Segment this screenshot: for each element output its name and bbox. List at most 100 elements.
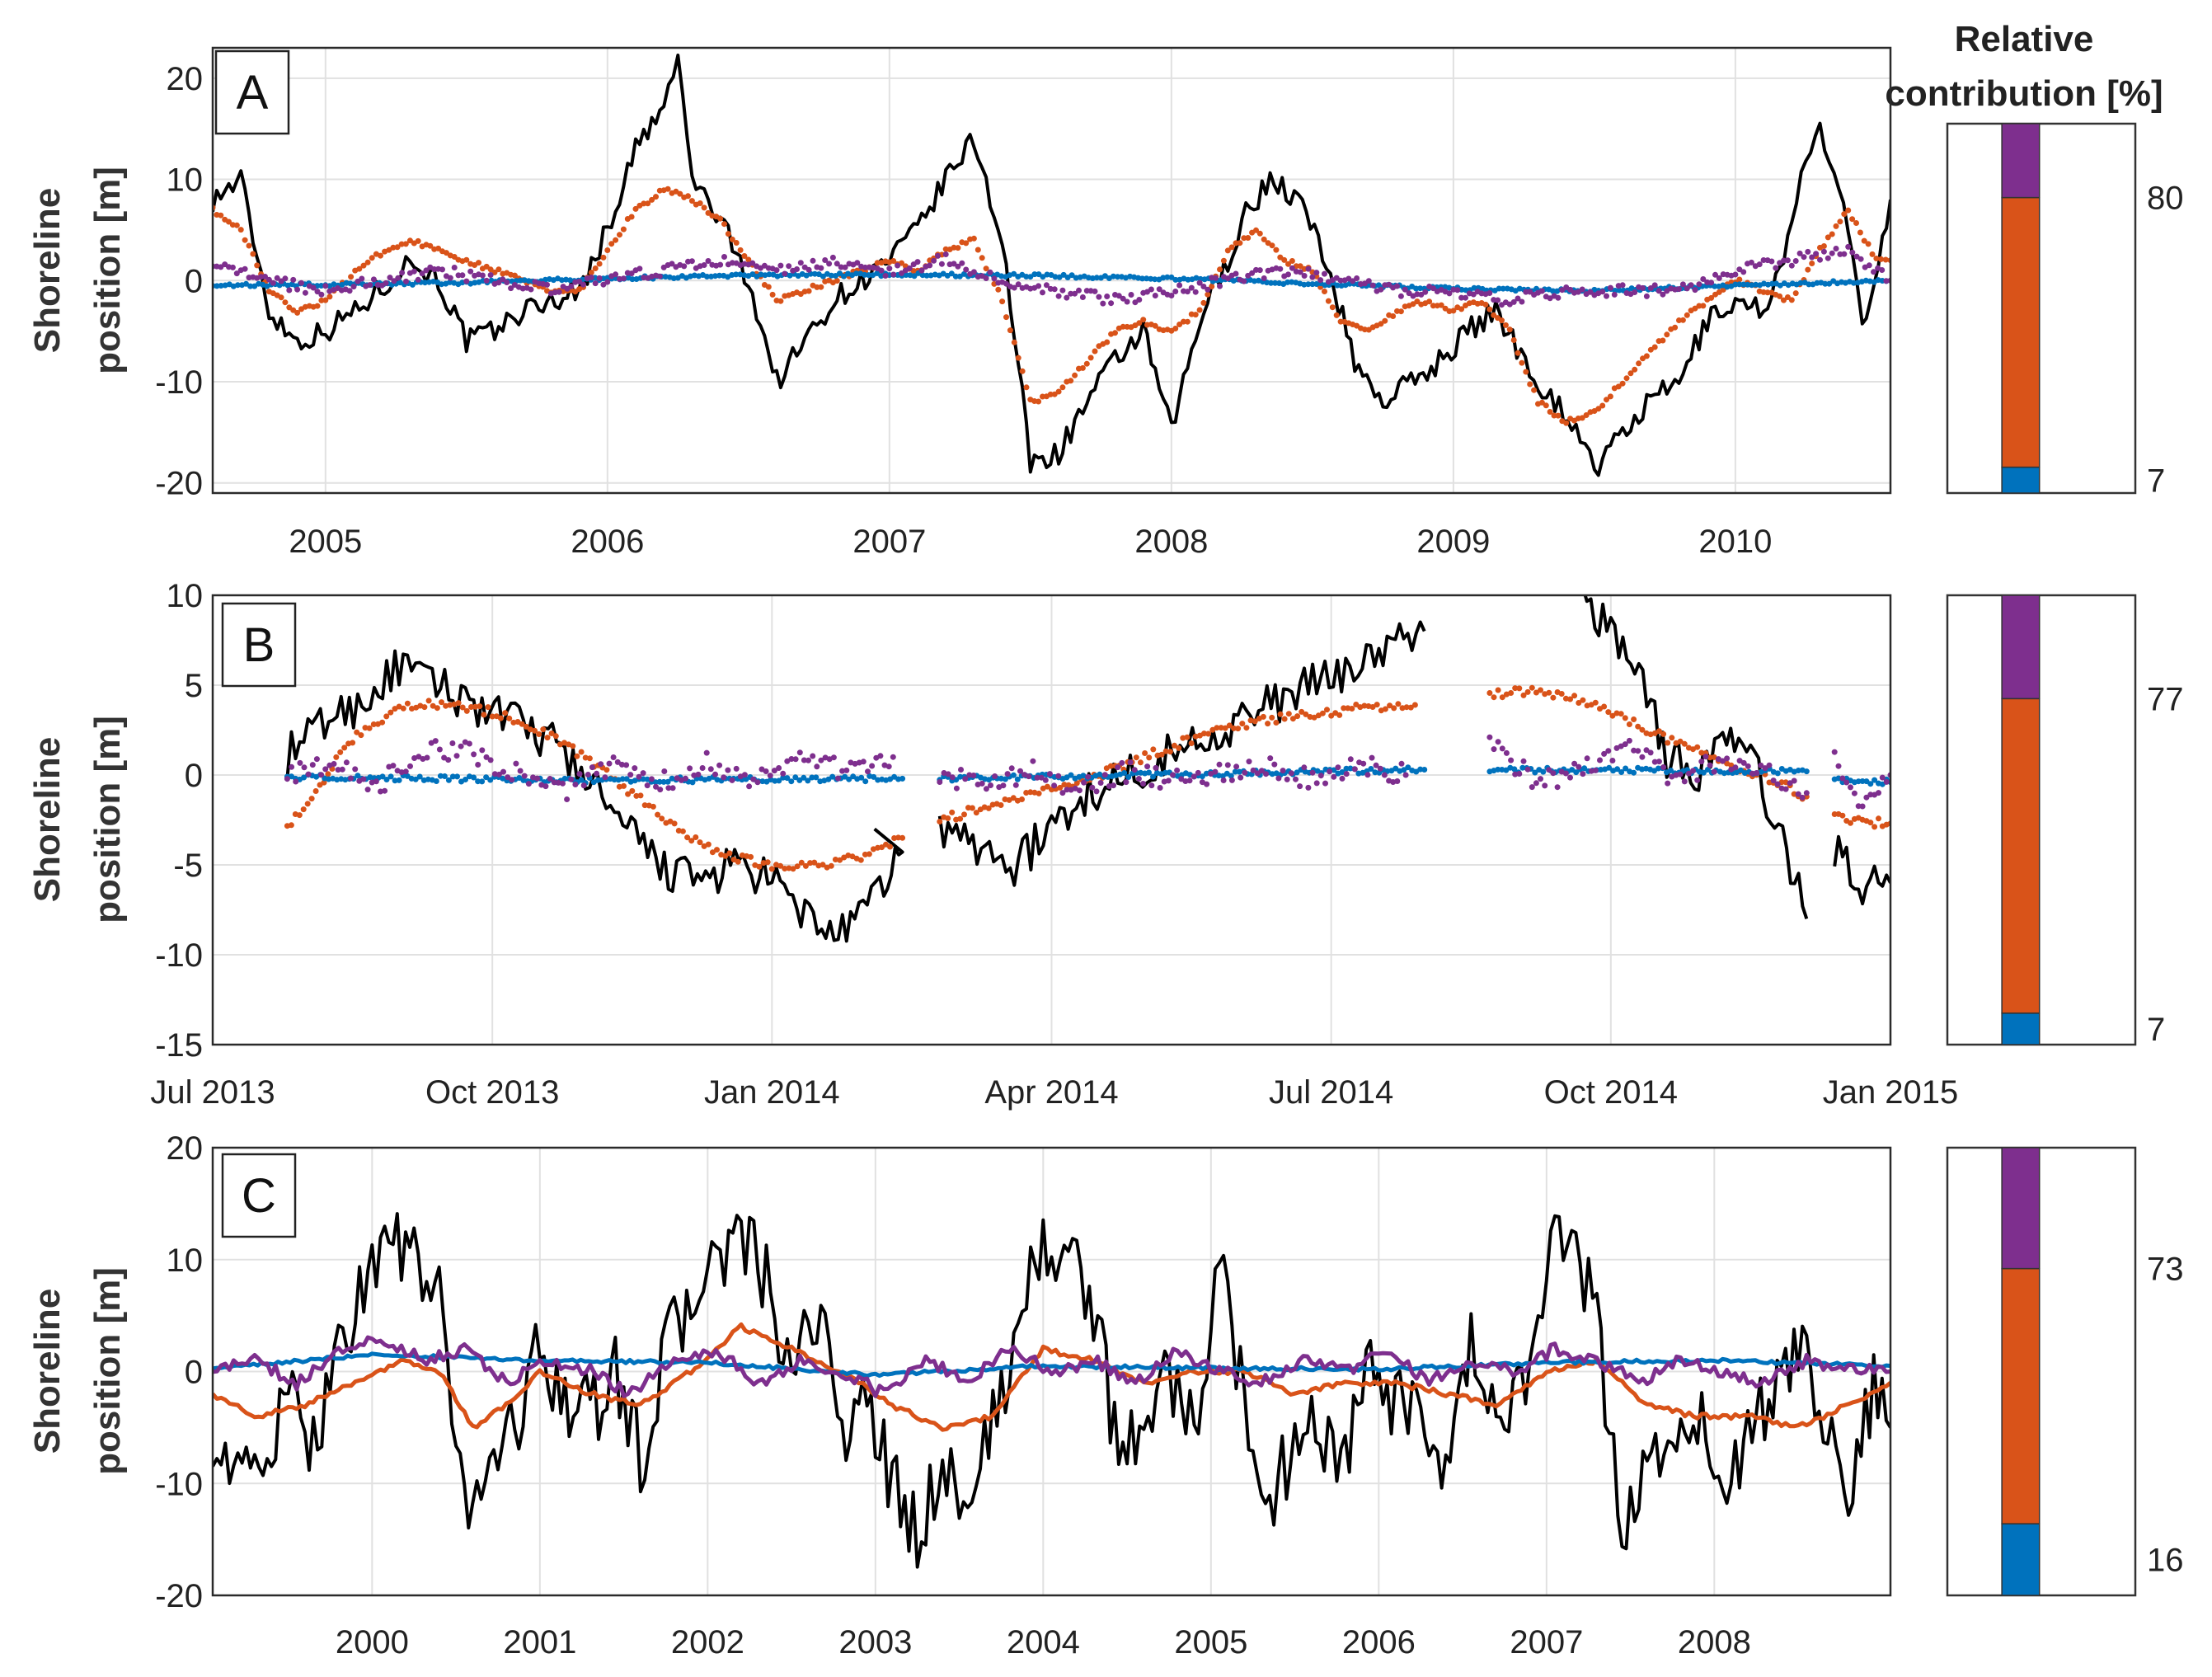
panel-b-contribution-residual <box>2001 594 2041 700</box>
panel-a-series-clip <box>213 54 1890 477</box>
panel-b-contribution-label-upper: 77 <box>2147 681 2184 717</box>
panel-b-series <box>284 595 1890 943</box>
panel-a-axes-frame <box>211 46 1892 495</box>
panel-a-contribution-label-lower: 7 <box>2147 463 2165 499</box>
panel-a-ytick-0: 20 <box>167 61 204 97</box>
panel-a-contribution-seasonal <box>2001 196 2041 468</box>
panel-a-contribution-label-upper: 80 <box>2147 181 2184 217</box>
panel-c-series-residual <box>213 1335 1890 1398</box>
panel-a-contribution-trend <box>2001 466 2041 494</box>
panel-c-series-observed <box>213 1212 1890 1569</box>
panel-a-label: A <box>237 66 269 120</box>
panel-a-grid <box>213 48 1890 493</box>
panel-a-xtick-4: 2009 <box>1416 524 1490 560</box>
panel-b-contribution-seasonal <box>2001 698 2041 1014</box>
panel-c-ylabel: Shoreline position [m] <box>27 1267 128 1475</box>
panel-b-series-residual <box>284 734 1890 810</box>
panel-b-ytick-0: 10 <box>167 578 204 614</box>
panel-a-xtick-5: 2010 <box>1698 524 1772 560</box>
panel-c-contribution-frame <box>1946 1146 2137 1597</box>
panel-c-xtick-3: 2003 <box>838 1624 912 1661</box>
panel-b-ytick-3: -5 <box>173 848 203 884</box>
contribution-header-line1: Relative <box>1955 19 2094 59</box>
panel-a-ylabel-line2: position [m] <box>87 167 128 374</box>
panel-c-ytick-1: 10 <box>167 1242 204 1279</box>
panel-b-xtick-2: Jan 2014 <box>704 1074 840 1111</box>
panel-c-contribution-seasonal <box>2001 1267 2041 1524</box>
panel-b-series-observed <box>285 595 1890 943</box>
panel-a-ylabel-line1: Shoreline <box>27 188 68 354</box>
panel-a-contribution-frame <box>1946 122 2137 495</box>
panel-c-xtick-7: 2007 <box>1510 1624 1583 1661</box>
panel-b-xtick-0: Jul 2013 <box>150 1074 275 1111</box>
panel-b-xtick-6: Jan 2015 <box>1823 1074 1959 1111</box>
panel-b-ylabel-line2: position [m] <box>87 716 128 923</box>
panel-b-ylabel: Shoreline position [m] <box>27 716 128 923</box>
panel-a-ytick-1: 10 <box>167 162 204 199</box>
panel-c-xtick-0: 2000 <box>336 1624 409 1661</box>
panel-b-contribution-frame <box>1946 594 2137 1046</box>
panel-b-axes-frame <box>211 594 1892 1046</box>
panel-c-contribution-label-lower: 16 <box>2147 1543 2184 1579</box>
panel-b-ytick-4: -10 <box>155 937 203 974</box>
panel-b-xtick-3: Apr 2014 <box>984 1074 1118 1111</box>
panel-a-series <box>213 54 1890 477</box>
panel-a-contribution-bar: 80 7 <box>1946 122 2184 499</box>
panel-c-contribution-bar: 73 16 <box>1946 1146 2184 1597</box>
panel-c-xtick-6: 2006 <box>1342 1624 1416 1661</box>
panel-a-xtick-0: 2005 <box>289 524 362 560</box>
panel-b: 10 5 0 -5 -10 -15 Jul 2013 Oct 2013 Jan 2014 Apr … <box>27 578 2184 1111</box>
panel-a-label-box <box>214 49 290 135</box>
contribution-header-line2: contribution [%] <box>1885 73 2163 114</box>
panel-b-ytick-5: -15 <box>155 1027 203 1064</box>
panel-c-xtick-8: 2008 <box>1678 1624 1751 1661</box>
panel-c-ytick-0: 20 <box>167 1130 204 1167</box>
panel-b-label-box <box>221 602 297 688</box>
panel-c-ytick-2: 0 <box>185 1355 203 1391</box>
panel-a-xtick-1: 2006 <box>571 524 644 560</box>
panel-c-series-clip <box>213 1212 1890 1569</box>
panel-a-ytick-4: -20 <box>155 466 203 502</box>
panel-b-xtick-5: Oct 2014 <box>1544 1074 1678 1111</box>
panel-c-series-seasonal <box>213 1322 1890 1432</box>
contribution-header: Relative contribution [%] <box>1885 19 2163 114</box>
panel-a-ytick-2: 0 <box>185 263 203 299</box>
panel-c-label-box <box>221 1153 297 1238</box>
panel-c-xtick-1: 2001 <box>503 1624 576 1661</box>
panel-c-xtick-2: 2002 <box>671 1624 744 1661</box>
panel-a-contribution-residual <box>2001 123 2041 199</box>
panel-a-xtick-2: 2007 <box>852 524 926 560</box>
panel-a-xtick-3: 2008 <box>1134 524 1208 560</box>
panel-a-series-seasonal <box>213 186 1890 426</box>
panel-b-ytick-2: 0 <box>185 758 203 794</box>
panel-b-xtick-4: Jul 2014 <box>1269 1074 1393 1111</box>
panel-b-ticks: 10 5 0 -5 -10 -15 Jul 2013 Oct 2013 Jan 2014 Apr … <box>150 578 1958 1111</box>
panel-c-ticks: 20 10 0 -10 -20 2000 2001 2002 2003 2004 2005 2006 2… <box>155 1130 1751 1661</box>
panel-b-series-clip <box>284 595 1890 943</box>
panel-b-ytick-1: 5 <box>185 668 203 704</box>
panel-c-contribution-label-upper: 73 <box>2147 1252 2184 1288</box>
panel-a-series-observed <box>213 54 1890 477</box>
panel-c-series <box>213 1212 1890 1569</box>
panel-c-xtick-4: 2004 <box>1007 1624 1080 1661</box>
panel-c-ytick-4: -20 <box>155 1578 203 1614</box>
panel-b-xtick-1: Oct 2013 <box>425 1074 559 1111</box>
panel-b-contribution-bar: 777 <box>1946 594 2184 1048</box>
panel-b-ylabel-line1: Shoreline <box>27 737 68 903</box>
panel-c: 20 10 0 -10 -20 2000 2001 2002 2003 2004 2005 2006 2… <box>27 1130 2184 1661</box>
panel-c-contribution-trend <box>2001 1523 2041 1596</box>
panel-c-axes-frame <box>211 1146 1892 1597</box>
panel-c-xtick-5: 2005 <box>1174 1624 1247 1661</box>
panel-c-ylabel-line2: position [m] <box>87 1267 128 1475</box>
panel-a-ytick-3: -10 <box>155 364 203 401</box>
panel-c-ytick-3: -10 <box>155 1466 203 1502</box>
panel-a-ylabel: Shoreline position [m] <box>27 167 128 374</box>
panel-c-label: C <box>242 1169 276 1223</box>
panel-c-contribution-residual <box>2001 1147 2041 1270</box>
panel-b-contribution-trend <box>2001 1012 2041 1045</box>
panel-b-contribution-label-lower: 7 <box>2147 1012 2165 1048</box>
panel-c-ylabel-line1: Shoreline <box>27 1289 68 1454</box>
